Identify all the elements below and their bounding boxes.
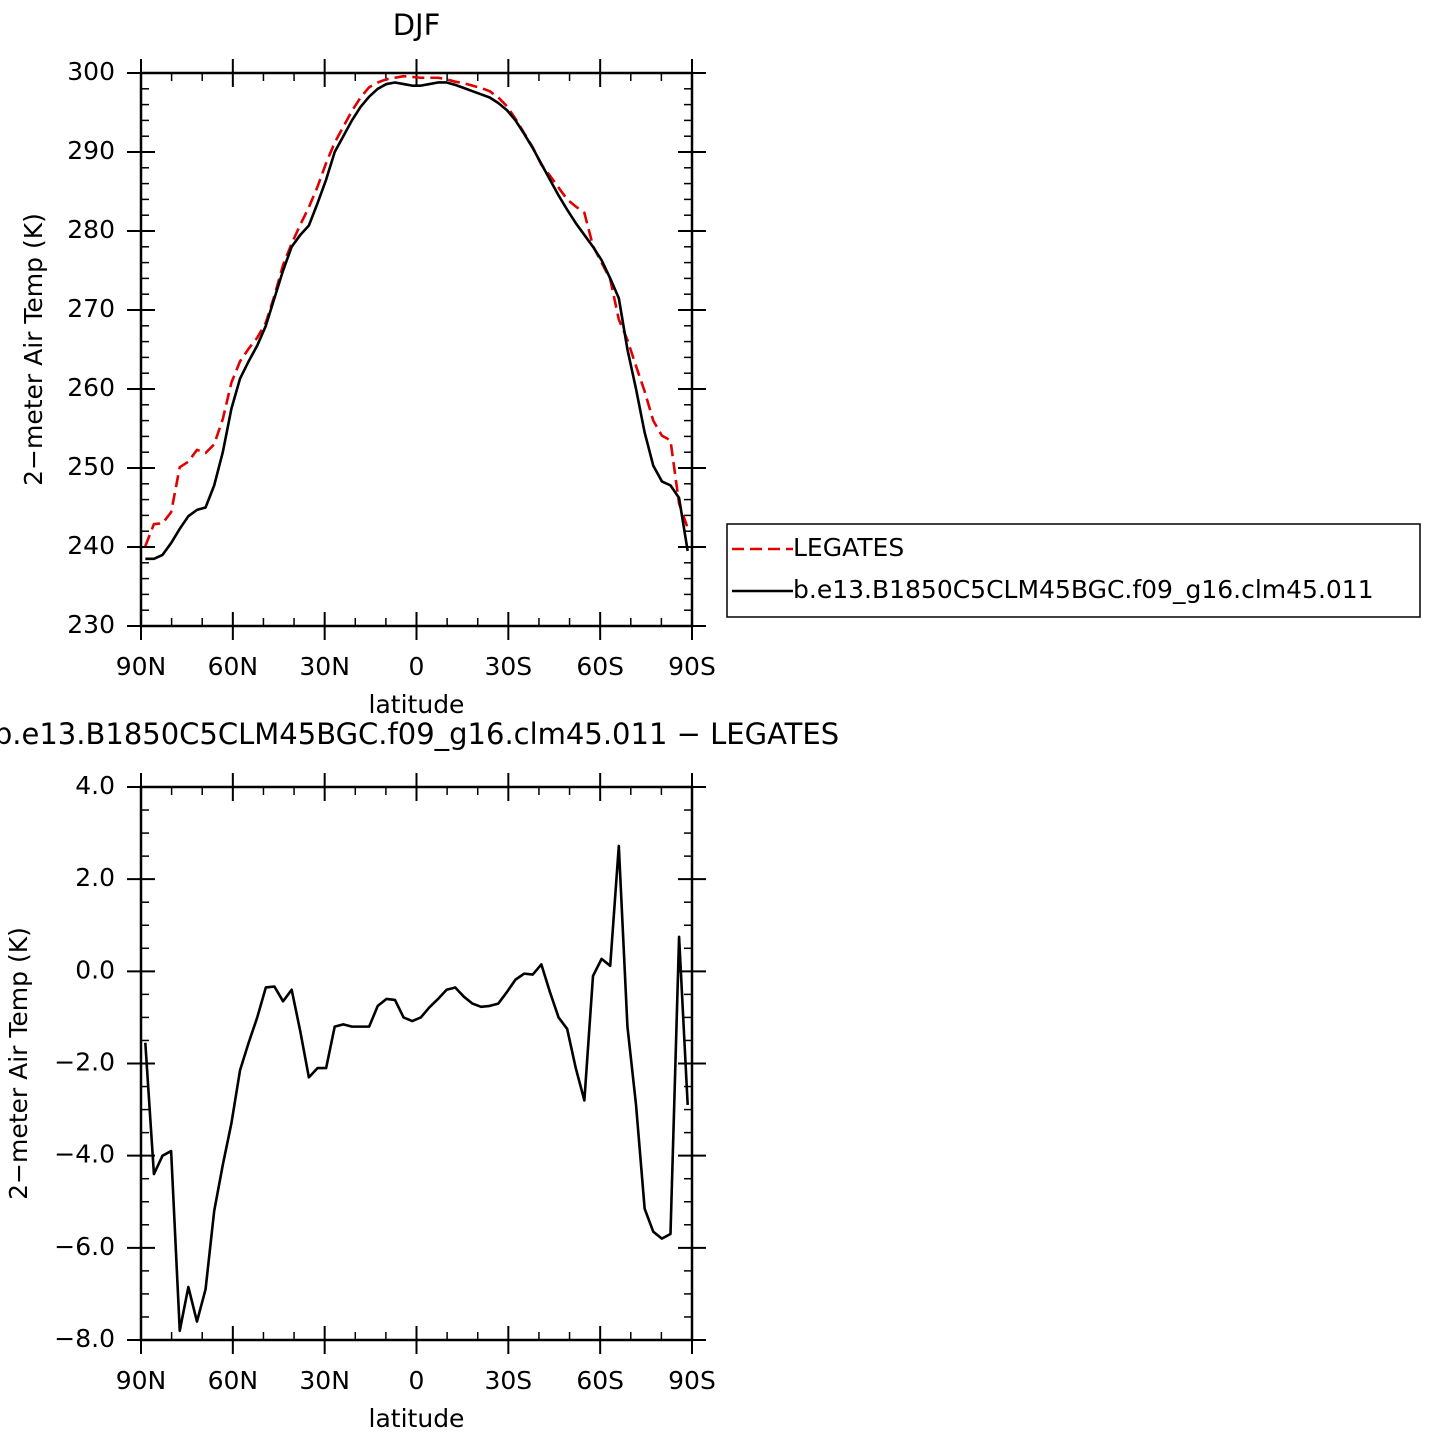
y-axis-label: 2−meter Air Temp (K): [19, 213, 48, 486]
plot-frame: [139, 785, 694, 1342]
y-tick-label: −4.0: [54, 1140, 115, 1169]
y-tick-label: 4.0: [75, 771, 115, 800]
x-tick-label: 30N: [299, 652, 350, 681]
y-tick-label: 2.0: [75, 863, 115, 892]
x-tick-label: 60S: [576, 1366, 624, 1395]
data-line: [144, 74, 689, 547]
y-axis-label: 2−meter Air Temp (K): [4, 927, 33, 1200]
x-tick-label: 30S: [484, 1366, 532, 1395]
legend-box: [726, 523, 1421, 618]
x-axis-label: latitude: [369, 1404, 465, 1433]
y-tick-label: 260: [67, 373, 115, 402]
x-tick-label: 60N: [208, 652, 259, 681]
x-axis-label: latitude: [369, 690, 465, 719]
y-tick-label: −2.0: [54, 1048, 115, 1077]
y-tick-label: 300: [67, 57, 115, 86]
x-tick-label: 90S: [668, 652, 716, 681]
x-tick-label: 90S: [668, 1366, 716, 1395]
y-tick-label: 280: [67, 215, 115, 244]
y-tick-label: 250: [67, 452, 115, 481]
legend-label: b.e13.B1850C5CLM45BGC.f09_g16.clm45.011: [793, 575, 1374, 604]
plot-frame: [139, 71, 694, 628]
chart-title: DJF: [393, 8, 441, 42]
x-tick-label: 0: [409, 1366, 425, 1395]
data-line: [145, 81, 689, 561]
y-tick-label: 230: [67, 610, 115, 639]
x-tick-label: 60N: [208, 1366, 259, 1395]
x-tick-label: 30N: [299, 1366, 350, 1395]
y-tick-label: 0.0: [75, 955, 115, 984]
x-tick-label: 30S: [484, 652, 532, 681]
x-tick-label: 90N: [116, 652, 167, 681]
legend-label: LEGATES: [793, 533, 904, 562]
y-tick-label: −8.0: [54, 1324, 115, 1353]
y-tick-label: 270: [67, 294, 115, 323]
x-tick-label: 0: [409, 652, 425, 681]
y-tick-label: 290: [67, 136, 115, 165]
y-tick-label: 240: [67, 531, 115, 560]
chart-title: b.e13.B1850C5CLM45BGC.f09_g16.clm45.011 …: [0, 717, 839, 751]
data-line: [144, 844, 689, 1333]
x-tick-label: 90N: [116, 1366, 167, 1395]
x-tick-label: 60S: [576, 652, 624, 681]
y-tick-label: −6.0: [54, 1232, 115, 1261]
